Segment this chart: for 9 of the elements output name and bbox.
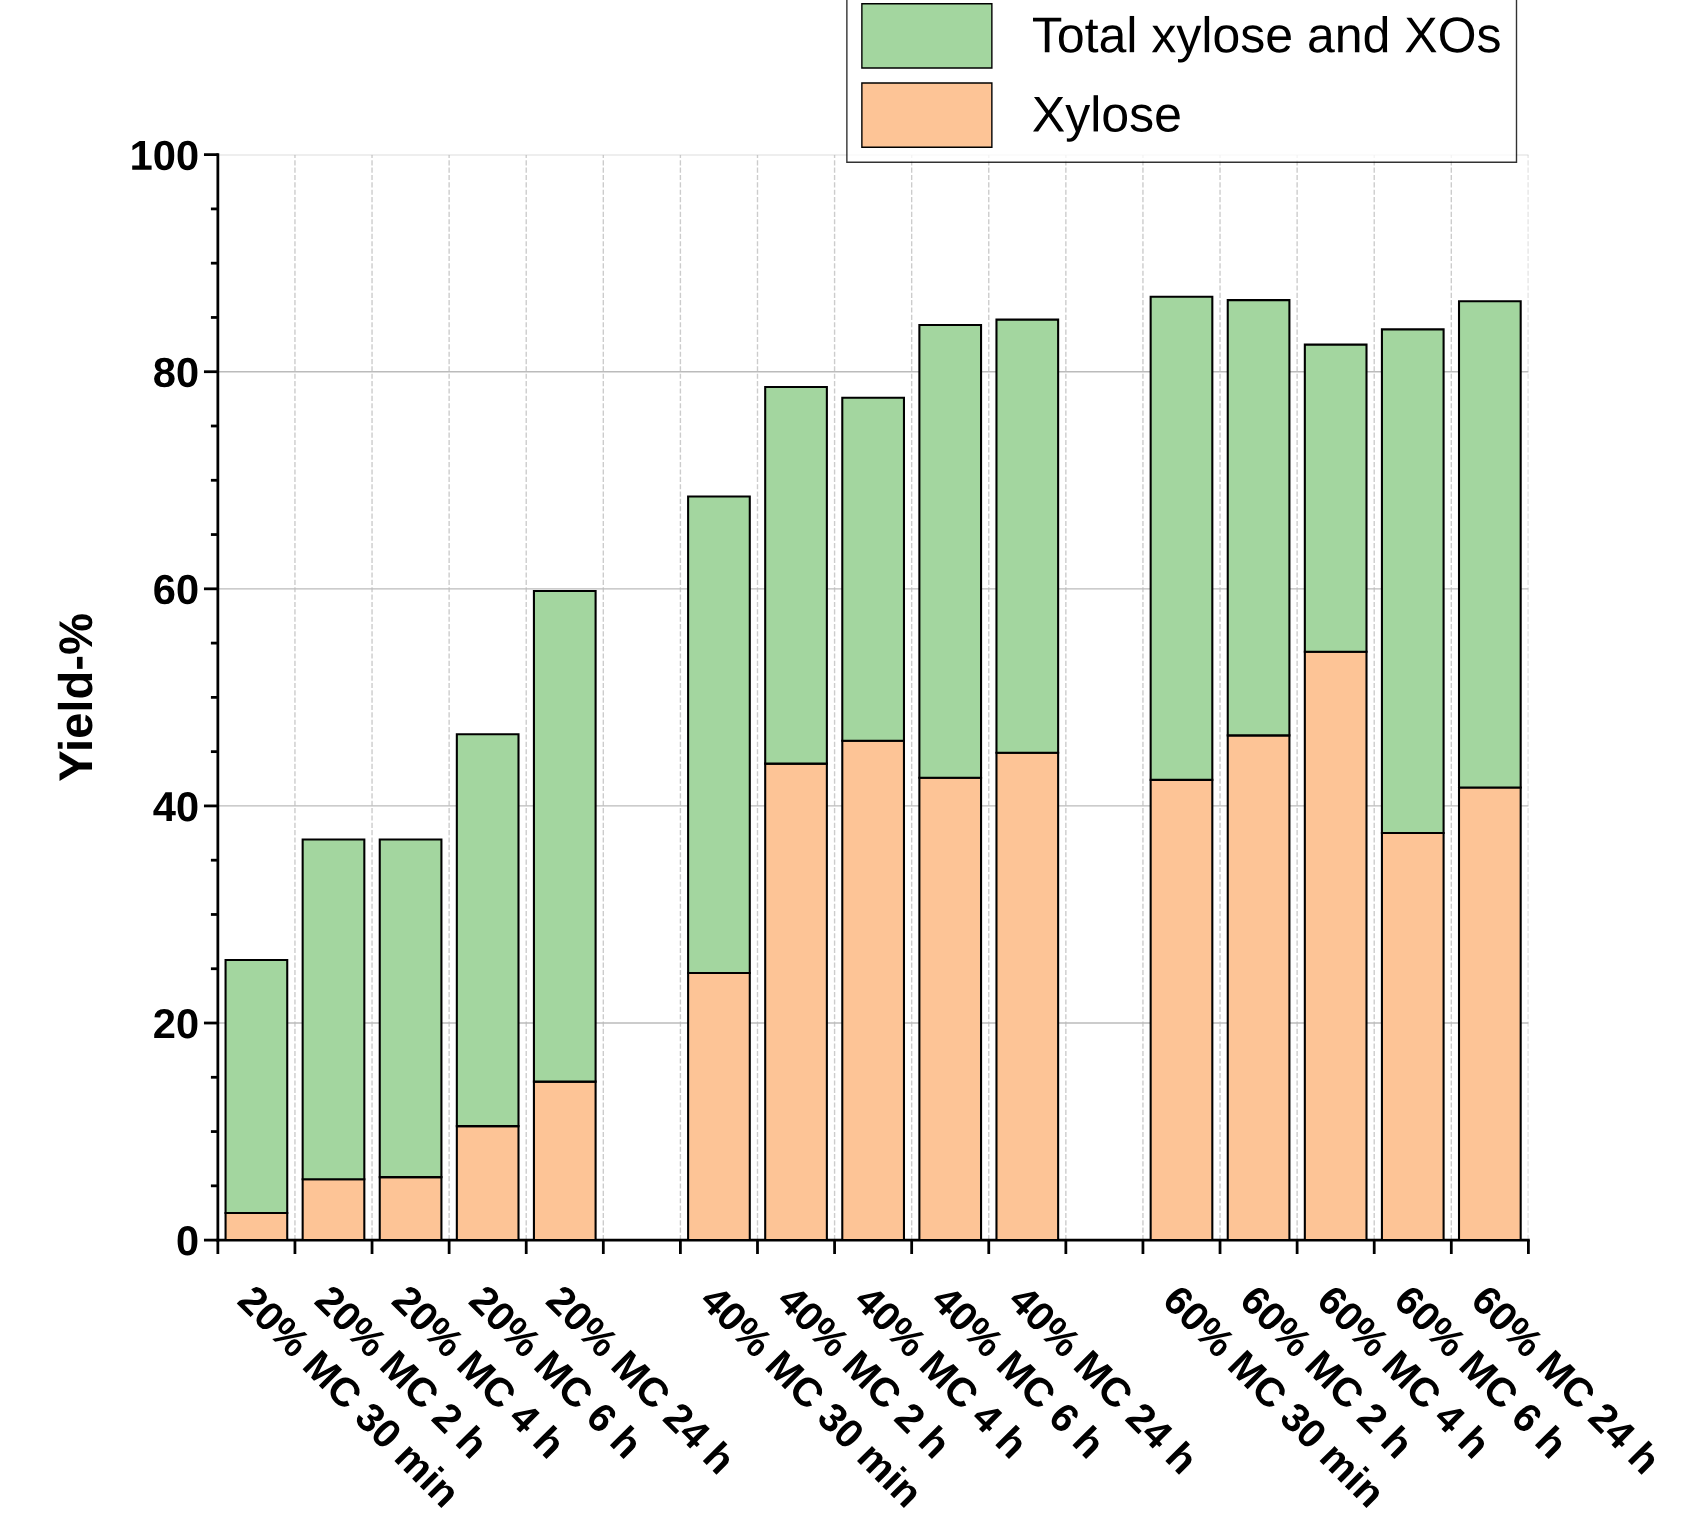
- y-tick-label: 0: [177, 1226, 198, 1256]
- y-tick-label: 20: [154, 1009, 198, 1039]
- y-tick-label: 60: [154, 574, 198, 605]
- y-tick-label: 80: [154, 357, 198, 388]
- y-tick-label: 100: [132, 140, 198, 171]
- y-tick-label: 40: [153, 791, 198, 822]
- y-axis-title: Yield-%: [57, 614, 93, 781]
- legend-label: Xylose: [1032, 95, 1180, 142]
- legend-label: Total xylose and XOs: [1032, 15, 1500, 63]
